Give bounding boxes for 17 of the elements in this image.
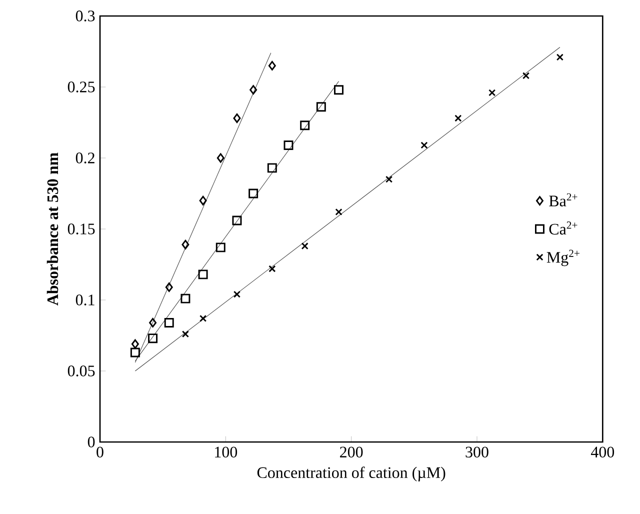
x-tick-label: 300 — [466, 446, 488, 458]
y-tick-label: 0.1 — [76, 294, 94, 306]
y-tick-label: 0 — [88, 436, 95, 448]
y-tick-label: 0.3 — [76, 10, 95, 22]
legend-label: Ba$^{2+}$ — [549, 193, 578, 206]
y-tick-label: 0.05 — [68, 366, 95, 376]
x-axis-title: Concentration of cation (µM) — [257, 466, 446, 482]
y-tick-label: 0.2 — [76, 152, 94, 164]
legend-label: Mg$^{2+}$ — [546, 250, 580, 266]
y-tick-label: 0.15 — [68, 224, 95, 234]
x-tick-label: 400 — [590, 446, 614, 458]
y-axis-title: Absorbance at 530 nm — [46, 152, 58, 306]
x-tick-label: 0 — [96, 446, 104, 458]
y-tick-label: 0.25 — [68, 82, 95, 92]
x-tick-label: 100 — [215, 446, 238, 458]
legend-label: Ca$^{2+}$ — [549, 222, 578, 235]
x-tick-label: 200 — [340, 446, 363, 458]
